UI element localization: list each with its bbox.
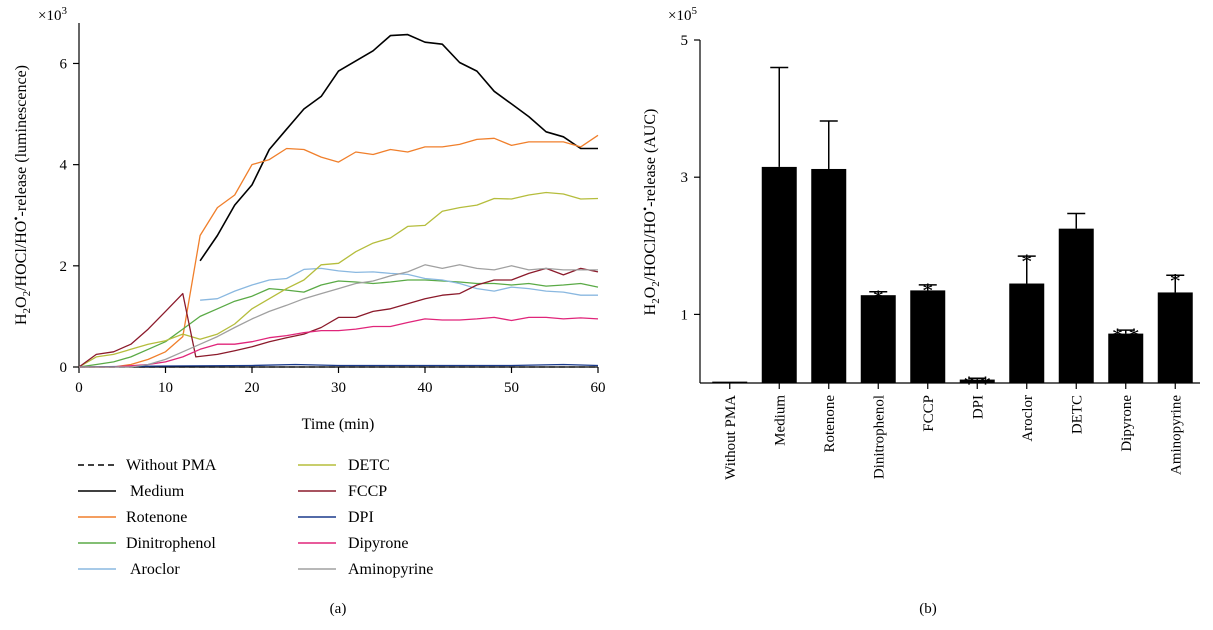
- panel-a-y-tick-label: 0: [60, 360, 68, 376]
- panel-b-x-tick-label: Aminopyrine: [1168, 395, 1184, 475]
- legend-label-dipyrone: Dipyrone: [348, 535, 408, 552]
- series-line-detc: [78, 191, 599, 368]
- panel-b-x-tick-label: DPI: [970, 395, 986, 419]
- legend-label-aminopyrine: Aminopyrine: [348, 561, 433, 578]
- legend-label-detc: DETC: [348, 457, 390, 474]
- panel-a-plot-area: 0 10 20 30 40 50 60 0 2 4 6: [60, 23, 606, 396]
- bar-detc: [1058, 228, 1094, 383]
- panel-a-y-tick-label: 4: [60, 158, 68, 174]
- series-line-dipyrone: [79, 316, 599, 368]
- panel-b-x-tick-label: Dipyrone: [1119, 395, 1135, 452]
- legend-label-medium: Medium: [130, 483, 185, 500]
- significance-dinitrophenol: *: [873, 285, 884, 310]
- panel-b-x-tick-label: DETC: [1069, 395, 1085, 434]
- panel-a-line-chart: ×103 0 10 20 30 40 50 60 0 2 4 6 Time (min) H2O2/…: [9, 5, 606, 617]
- panel-a-x-tick-label: 20: [245, 380, 260, 396]
- panel-a-y-ticks: 0 2 4 6: [60, 56, 79, 376]
- panel-a-y-tick-label: 2: [60, 259, 68, 275]
- panel-b-y-ticks: 1 3 5: [681, 33, 700, 323]
- panel-a-x-tick-label: 10: [158, 380, 173, 396]
- panel-a-x-tick-label: 0: [75, 380, 83, 396]
- bar-rotenone: [811, 168, 847, 383]
- series-line-rotenone: [79, 134, 599, 368]
- legend-label-dpi: DPI: [348, 509, 374, 526]
- panel-b-bars: * ** *** **: [712, 66, 1193, 396]
- significance-aminopyrine: *: [1170, 268, 1181, 293]
- panel-a-series-lines: [78, 33, 599, 368]
- legend-label-fccp: FCCP: [348, 483, 387, 500]
- bar-aroclor: [1009, 283, 1045, 383]
- panel-a-y-label: H2O2/HOCl/HO•-release (luminescence): [9, 65, 33, 325]
- significance-fccp: *: [922, 278, 933, 303]
- panel-a-x-tick-label: 50: [504, 380, 519, 396]
- panel-b-x-tick-label: Aroclor: [1020, 395, 1036, 442]
- series-line-fccp: [78, 267, 599, 368]
- bar-dipyrone: [1108, 333, 1144, 383]
- panel-b-y-multiplier: ×105: [668, 5, 697, 24]
- panel-a-label: (a): [330, 601, 347, 617]
- bar-aminopyrine: [1157, 292, 1193, 383]
- series-line-medium: [199, 33, 598, 262]
- panel-a-x-tick-label: 40: [418, 380, 433, 396]
- bar-dpi: [959, 379, 995, 383]
- series-line-dinitrophenol: [78, 279, 599, 368]
- panel-b-x-tick-label: Without PMA: [723, 395, 739, 480]
- panel-b-y-tick-label: 5: [681, 33, 689, 49]
- significance-dipyrone: * *: [1112, 323, 1140, 348]
- panel-a-y-multiplier: ×103: [38, 5, 67, 24]
- panel-a-x-tick-label: 30: [331, 380, 346, 396]
- panel-a-x-ticks: 0 10 20 30 40 50 60: [75, 367, 606, 396]
- legend-label-dinitrophenol: Dinitrophenol: [126, 535, 216, 552]
- bar-medium: [761, 166, 797, 383]
- panel-b-x-ticks: Without PMA Medium Rotenone Dinitrophenol FC…: [723, 383, 1184, 480]
- panel-b-label: (b): [919, 601, 937, 617]
- panel-a-legend: Without PMA Medium Rotenone Dinitrophenol Ar…: [78, 457, 433, 578]
- bar-fccp: [910, 290, 946, 383]
- bar-without-pma: [712, 381, 748, 384]
- panel-b-x-tick-label: Dinitrophenol: [871, 395, 887, 479]
- series-line-dpi: [78, 363, 599, 368]
- series-line-aminopyrine: [79, 264, 598, 368]
- legend-label-rotenone: Rotenone: [126, 509, 187, 526]
- panel-b-bar-chart: ×105 135 * ** *** ** Without PMA Medium Rot…: [638, 5, 1200, 617]
- panel-b-y-label: H2O2/HOCl/HO•-release (AUC): [638, 109, 662, 316]
- significance-aroclor: *: [1021, 249, 1032, 274]
- panel-b-y-tick-label: 1: [681, 307, 689, 323]
- panel-a-x-label: Time (min): [302, 416, 375, 433]
- panel-b-x-tick-label: Medium: [772, 395, 788, 446]
- panel-a-y-tick-label: 6: [60, 56, 68, 72]
- panel-b-x-tick-label: Rotenone: [822, 395, 838, 453]
- panel-b-y-tick-label: 3: [681, 170, 689, 186]
- panel-b-x-tick-label: FCCP: [921, 395, 937, 432]
- bar-dinitrophenol: [860, 295, 896, 383]
- legend-label-without-pma: Without PMA: [126, 457, 217, 474]
- legend-label-aroclor: Aroclor: [130, 561, 180, 578]
- panel-a-x-tick-label: 60: [591, 380, 606, 396]
